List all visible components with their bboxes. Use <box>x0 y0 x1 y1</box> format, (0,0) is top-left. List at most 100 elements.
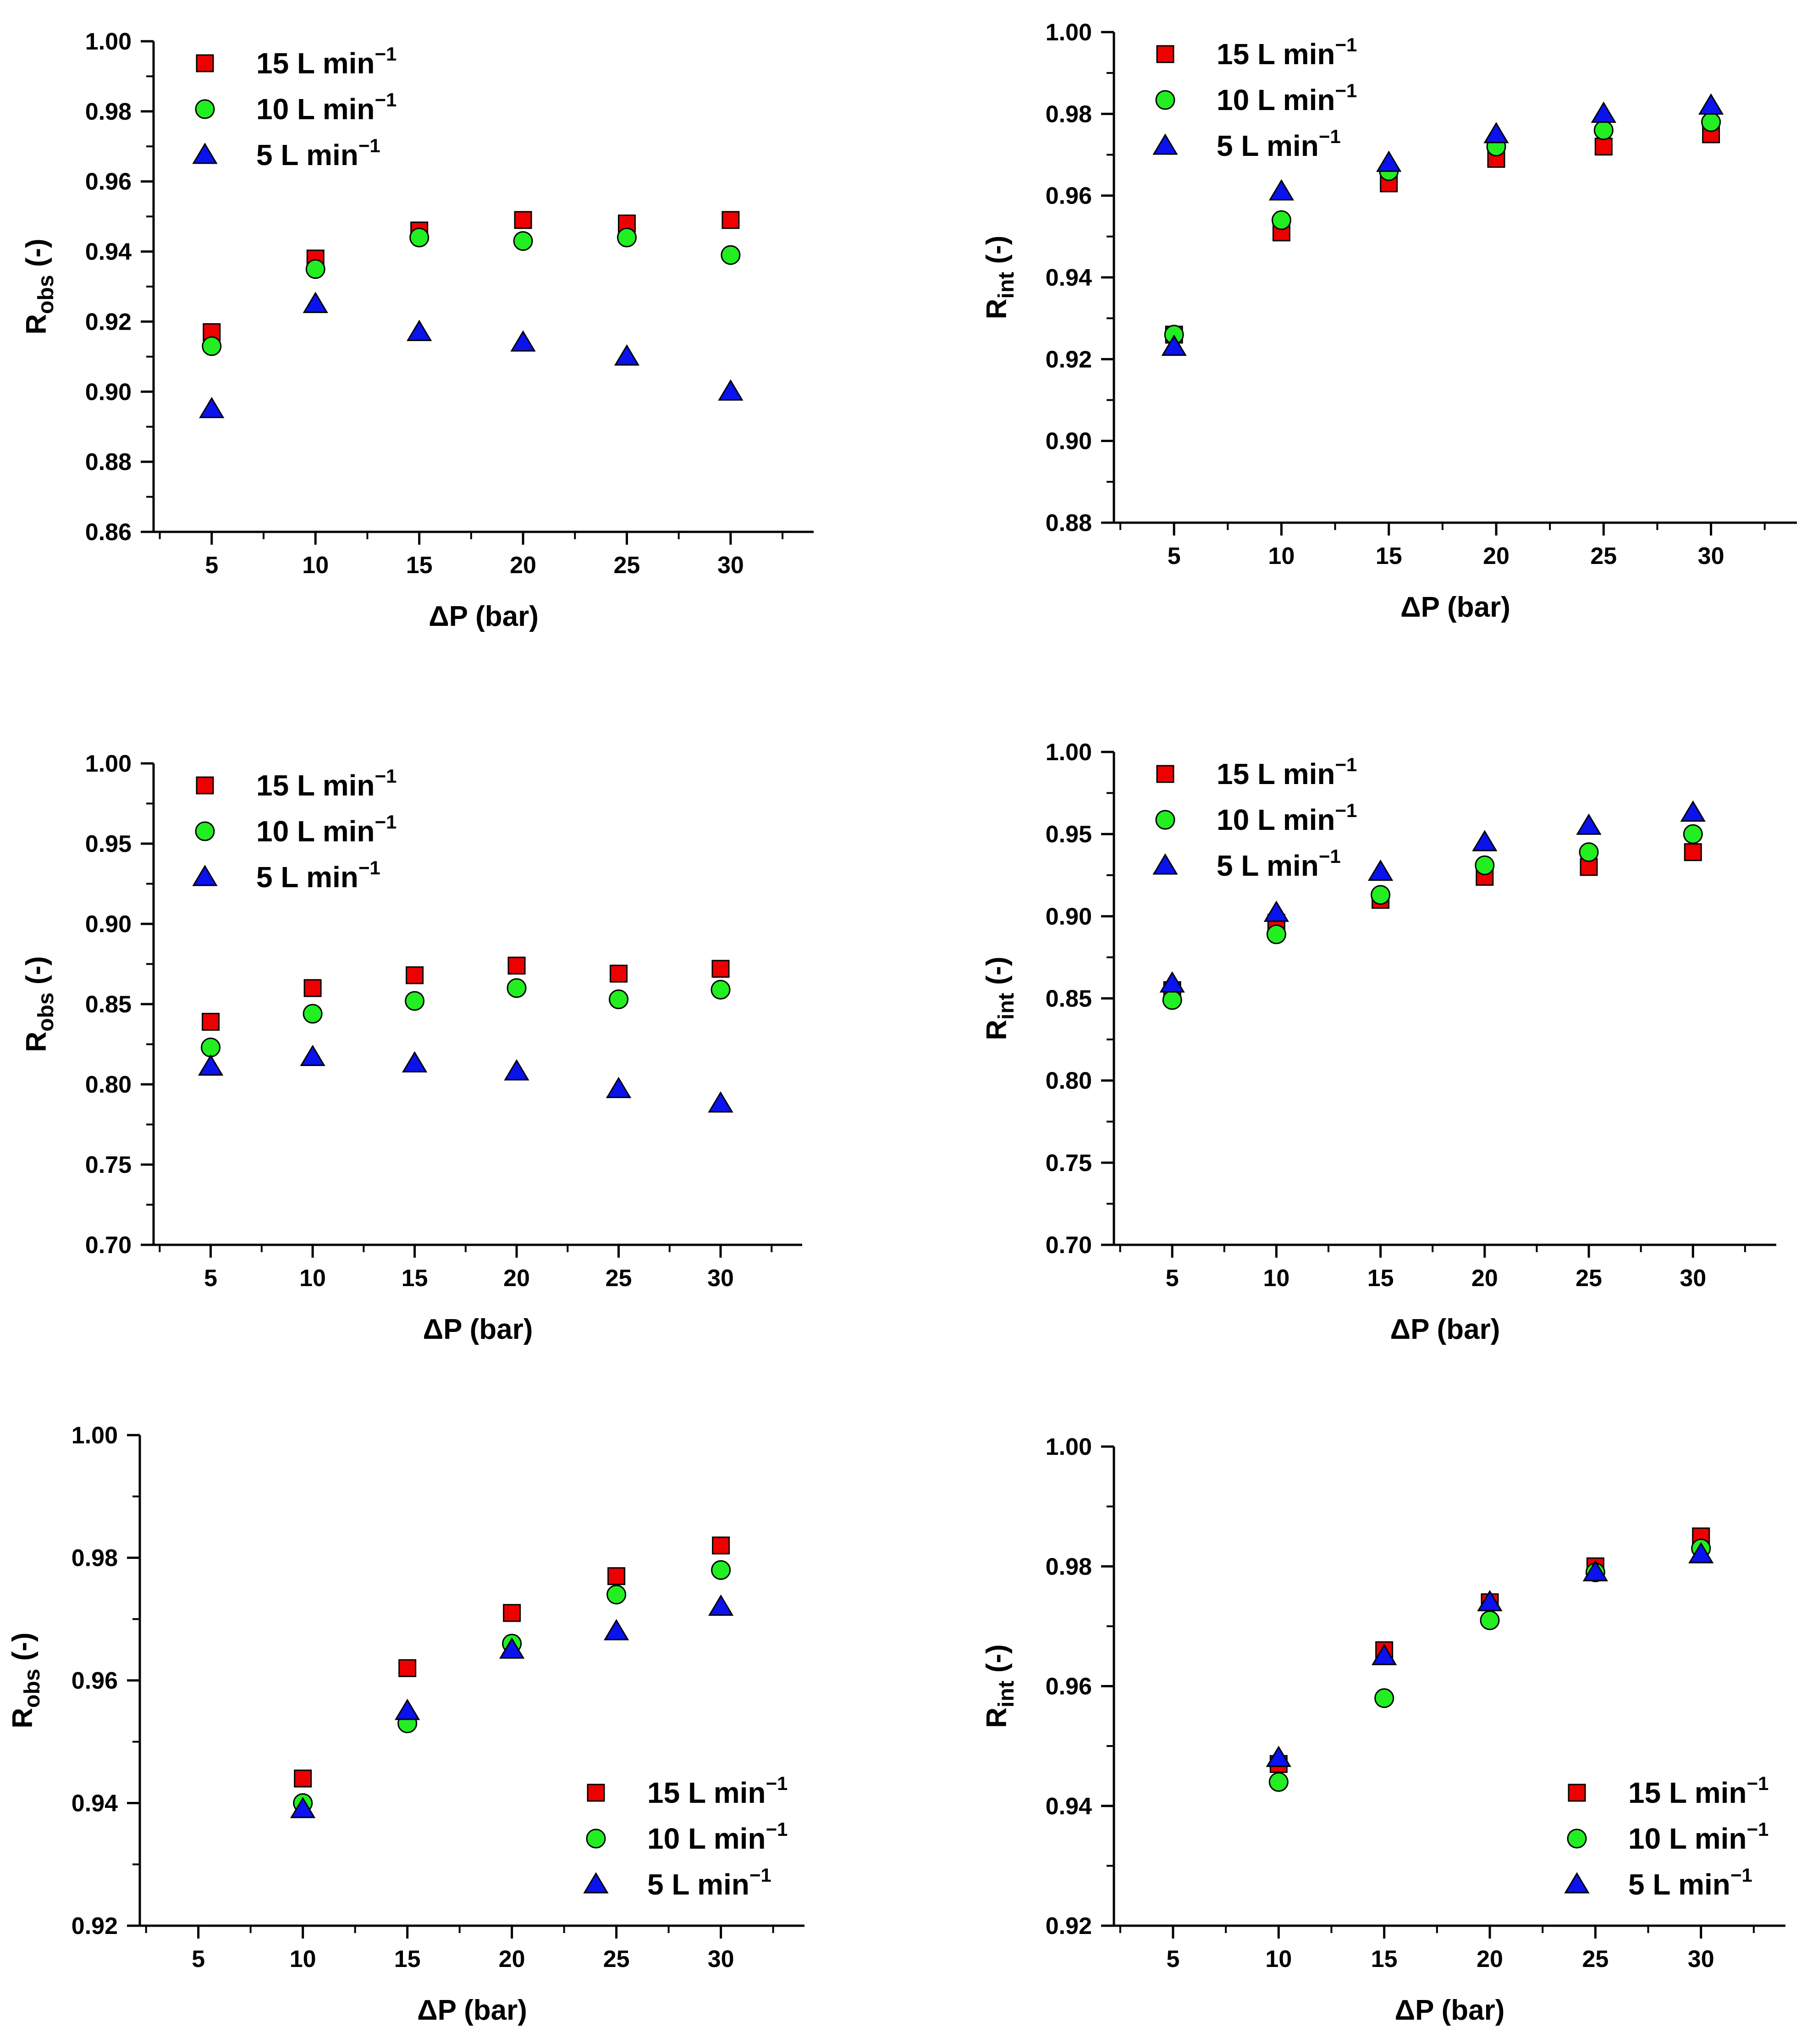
data-point-circle <box>405 991 425 1011</box>
x-tick-label: 30 <box>1698 543 1724 569</box>
y-tick-label: 0.92 <box>1046 1913 1092 1939</box>
data-point-triangle <box>499 1637 525 1659</box>
legend-marker-circle <box>1155 810 1175 830</box>
data-point-triangle <box>510 330 536 352</box>
x-tick-label: 20 <box>510 552 536 579</box>
x-tick-label: 10 <box>1265 1946 1292 1972</box>
legend-label: 5 L min−1 <box>1217 845 1341 882</box>
legend-label: 5 L min−1 <box>1628 1864 1752 1901</box>
legend-label: 10 L min−1 <box>1217 800 1357 836</box>
y-axis-title: Robs (-) <box>21 956 58 1052</box>
data-point-square <box>1594 138 1613 156</box>
x-tick-label: 5 <box>204 1265 217 1292</box>
y-tick-label: 0.98 <box>1046 1553 1092 1580</box>
data-point-circle <box>1701 112 1721 132</box>
data-point-triangle <box>708 1594 734 1616</box>
x-tick-label: 25 <box>1590 543 1617 569</box>
y-tick-label: 0.88 <box>85 449 132 475</box>
data-point-triangle <box>1582 1560 1609 1581</box>
data-point-triangle <box>1472 830 1498 851</box>
legend-label: 10 L min−1 <box>1628 1818 1768 1855</box>
chart-panel-2: 5 10 15 20 25 30 0.88 0.90 0.92 0.94 0.96 0.98 1.00 Δ… <box>981 19 1797 623</box>
legend-marker-triangle <box>583 1872 609 1894</box>
legend-marker-triangle <box>1152 133 1178 155</box>
x-tick-label: 20 <box>1471 1265 1498 1292</box>
legend-marker-triangle <box>192 865 218 886</box>
data-point-circle <box>721 245 741 265</box>
data-point-square <box>712 1536 730 1555</box>
legend-marker-square <box>196 776 214 795</box>
y-tick-label: 1.00 <box>85 28 132 55</box>
legend-label: 15 L min−1 <box>1217 754 1357 790</box>
legend-label: 15 L min−1 <box>256 765 397 802</box>
y-tick-label: 0.98 <box>1046 101 1092 127</box>
y-tick-label: 1.00 <box>85 751 132 777</box>
data-point-triangle <box>504 1059 529 1081</box>
y-tick-label: 0.95 <box>1046 821 1092 848</box>
chart-panel-4: 5 10 15 20 25 30 0.70 0.75 0.80 0.85 0.90 0.95 1.00 Δ… <box>981 739 1776 1345</box>
x-tick-label: 25 <box>1576 1265 1602 1292</box>
data-point-triangle <box>395 1698 420 1720</box>
legend-marker-square <box>196 54 214 72</box>
y-tick-label: 0.98 <box>72 1545 118 1572</box>
x-tick-label: 15 <box>394 1946 421 1972</box>
y-tick-label: 0.90 <box>1046 428 1092 455</box>
legend-marker-circle <box>195 821 215 841</box>
data-point-circle <box>1683 824 1703 844</box>
y-tick-label: 0.96 <box>1046 1674 1092 1700</box>
x-tick-label: 10 <box>290 1946 316 1972</box>
data-point-triangle <box>718 379 744 401</box>
data-point-circle <box>711 980 731 1000</box>
data-point-triangle <box>1376 150 1402 172</box>
data-point-circle <box>1266 924 1286 945</box>
legend-label: 10 L min−1 <box>1217 80 1357 116</box>
data-point-circle <box>1480 1610 1500 1630</box>
legend-marker-square <box>1156 45 1174 63</box>
legend-marker-circle <box>1567 1829 1587 1849</box>
legend-marker-triangle <box>1564 1872 1590 1894</box>
data-point-triangle <box>606 1077 632 1098</box>
y-axis-title: Rint (-) <box>981 1644 1019 1728</box>
data-point-triangle <box>1367 859 1394 881</box>
data-point-triangle <box>1477 1590 1503 1612</box>
y-tick-label: 0.92 <box>72 1913 118 1939</box>
x-tick-label: 25 <box>1582 1946 1609 1972</box>
y-tick-label: 0.80 <box>85 1072 132 1098</box>
x-tick-label: 30 <box>1688 1946 1714 1972</box>
legend-label: 10 L min−1 <box>256 811 397 848</box>
x-tick-label: 20 <box>1483 543 1509 569</box>
data-point-circle <box>513 231 533 251</box>
data-point-triangle <box>1688 1542 1714 1563</box>
x-tick-label: 15 <box>1376 543 1402 569</box>
data-point-square <box>1684 843 1702 862</box>
y-tick-label: 0.80 <box>1046 1068 1092 1094</box>
legend-marker-circle <box>586 1829 606 1849</box>
legend-marker-circle <box>1155 90 1175 110</box>
data-point-triangle <box>1576 813 1602 835</box>
y-axis-title: Robs (-) <box>7 1632 44 1728</box>
data-point-triangle <box>1268 179 1295 201</box>
legend-label: 15 L min−1 <box>647 1773 788 1809</box>
x-axis-title: ΔP (bar) <box>1395 1994 1505 2026</box>
x-tick-label: 5 <box>1166 1265 1179 1292</box>
data-point-triangle <box>1161 334 1187 356</box>
legend-marker-triangle <box>1152 853 1178 875</box>
data-point-circle <box>1268 1772 1289 1792</box>
data-point-circle <box>201 1038 221 1057</box>
data-point-circle <box>1593 120 1614 140</box>
chart-panel-3: 5 10 15 20 25 30 0.70 0.75 0.80 0.85 0.90 0.95 1.00 Δ… <box>21 751 802 1345</box>
data-point-square <box>303 979 322 997</box>
data-point-circle <box>1579 842 1599 862</box>
x-tick-label: 15 <box>406 552 433 579</box>
y-tick-label: 0.94 <box>85 239 132 265</box>
data-point-square <box>294 1769 312 1788</box>
y-tick-label: 0.94 <box>1046 265 1092 291</box>
data-point-triangle <box>1266 1746 1291 1767</box>
data-point-triangle <box>1680 800 1706 822</box>
x-axis-title: ΔP (bar) <box>429 601 539 632</box>
legend-label: 15 L min−1 <box>256 43 397 80</box>
x-tick-label: 30 <box>707 1265 734 1292</box>
data-point-triangle <box>303 292 328 313</box>
legend-marker-square <box>587 1784 605 1802</box>
legend: 15 L min−1 10 L min−1 5 L min−1 <box>192 43 397 171</box>
